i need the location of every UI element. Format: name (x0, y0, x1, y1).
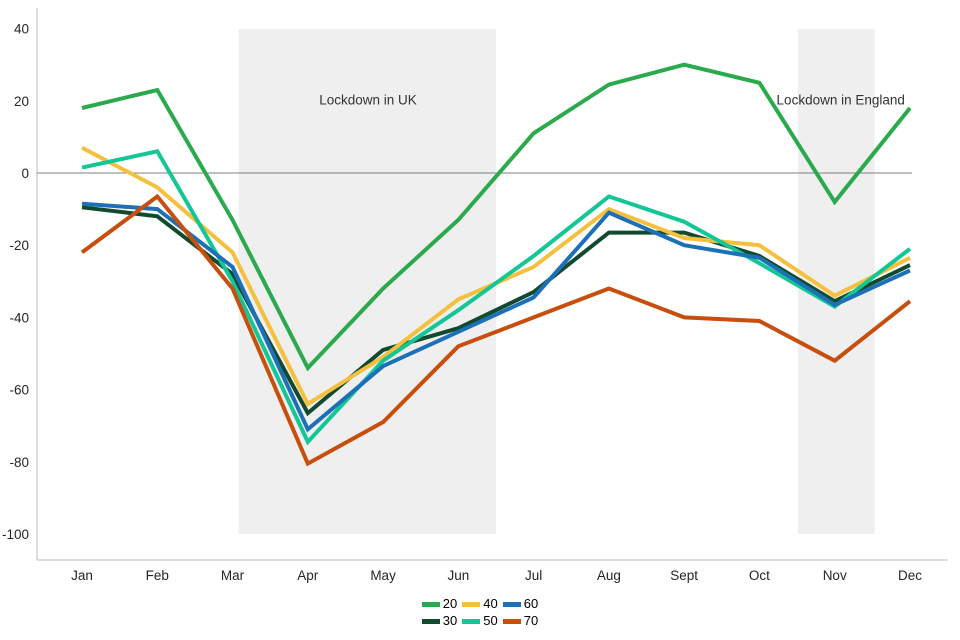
x-tick-label-Sept: Sept (670, 568, 698, 583)
x-tick-label-May: May (370, 568, 396, 583)
y-tick-label: 0 (21, 166, 29, 181)
y-tick-label: -20 (9, 238, 29, 253)
chart-legend: 20 40 60 30 50 70 (0, 596, 960, 629)
chart-canvas: 40 20 0 -20 -40 -60 -80 -100 Jan Feb Mar Apr May Jun J… (2, 8, 948, 583)
legend-label-50: 50 (483, 613, 498, 628)
x-tick-label-Aug: Aug (597, 568, 621, 583)
legend-row-1: 30 50 70 (421, 613, 539, 629)
legend-label-30: 30 (442, 613, 458, 628)
x-tick-label-Mar: Mar (221, 568, 245, 583)
y-tick-label: -40 (9, 310, 29, 325)
series-line-50 (81, 149, 912, 446)
y-tick-label: 20 (14, 94, 29, 109)
x-tick-label-Apr: Apr (297, 568, 319, 583)
x-tick-label-Oct: Oct (749, 568, 770, 583)
legend-label-40: 40 (483, 596, 498, 611)
legend-row-0: 20 40 60 (421, 596, 539, 612)
legend-swatch-30 (421, 618, 440, 624)
y-tick-label: 40 (14, 22, 29, 37)
legend-label-70: 70 (523, 613, 539, 628)
legend-label-20: 20 (442, 596, 458, 611)
legend-label-60: 60 (523, 596, 539, 611)
x-tick-label-Dec: Dec (898, 568, 922, 583)
y-tick-label: -100 (2, 527, 29, 542)
y-tick-label: -60 (9, 383, 29, 398)
x-tick-label-Jan: Jan (71, 568, 93, 583)
x-tick-label-Feb: Feb (146, 568, 169, 583)
x-tick-label-Jun: Jun (447, 568, 469, 583)
legend-swatch-70 (502, 618, 521, 624)
legend-swatch-20 (421, 601, 440, 607)
lockdown-band-0 (238, 29, 496, 534)
legend-item-70: 70 (502, 613, 539, 629)
series-line-60 (81, 201, 911, 433)
legend-item-20: 20 (421, 596, 458, 612)
legend-swatch-40 (462, 601, 481, 607)
x-tick-label-Jul: Jul (525, 568, 542, 583)
series-line-20 (81, 62, 912, 372)
legend-item-30: 30 (421, 613, 458, 629)
legend-swatch-60 (502, 601, 521, 607)
legend-item-40: 40 (462, 596, 498, 612)
legend-swatch-50 (462, 618, 481, 624)
x-tick-label-Nov: Nov (823, 568, 847, 583)
legend-item-50: 50 (462, 613, 498, 629)
y-tick-label: -80 (9, 455, 29, 470)
annotation-label-1: Lockdown in England (777, 92, 905, 107)
series-line-70 (80, 193, 912, 467)
annotation-label-0: Lockdown in UK (319, 92, 417, 107)
legend-item-60: 60 (502, 596, 539, 612)
